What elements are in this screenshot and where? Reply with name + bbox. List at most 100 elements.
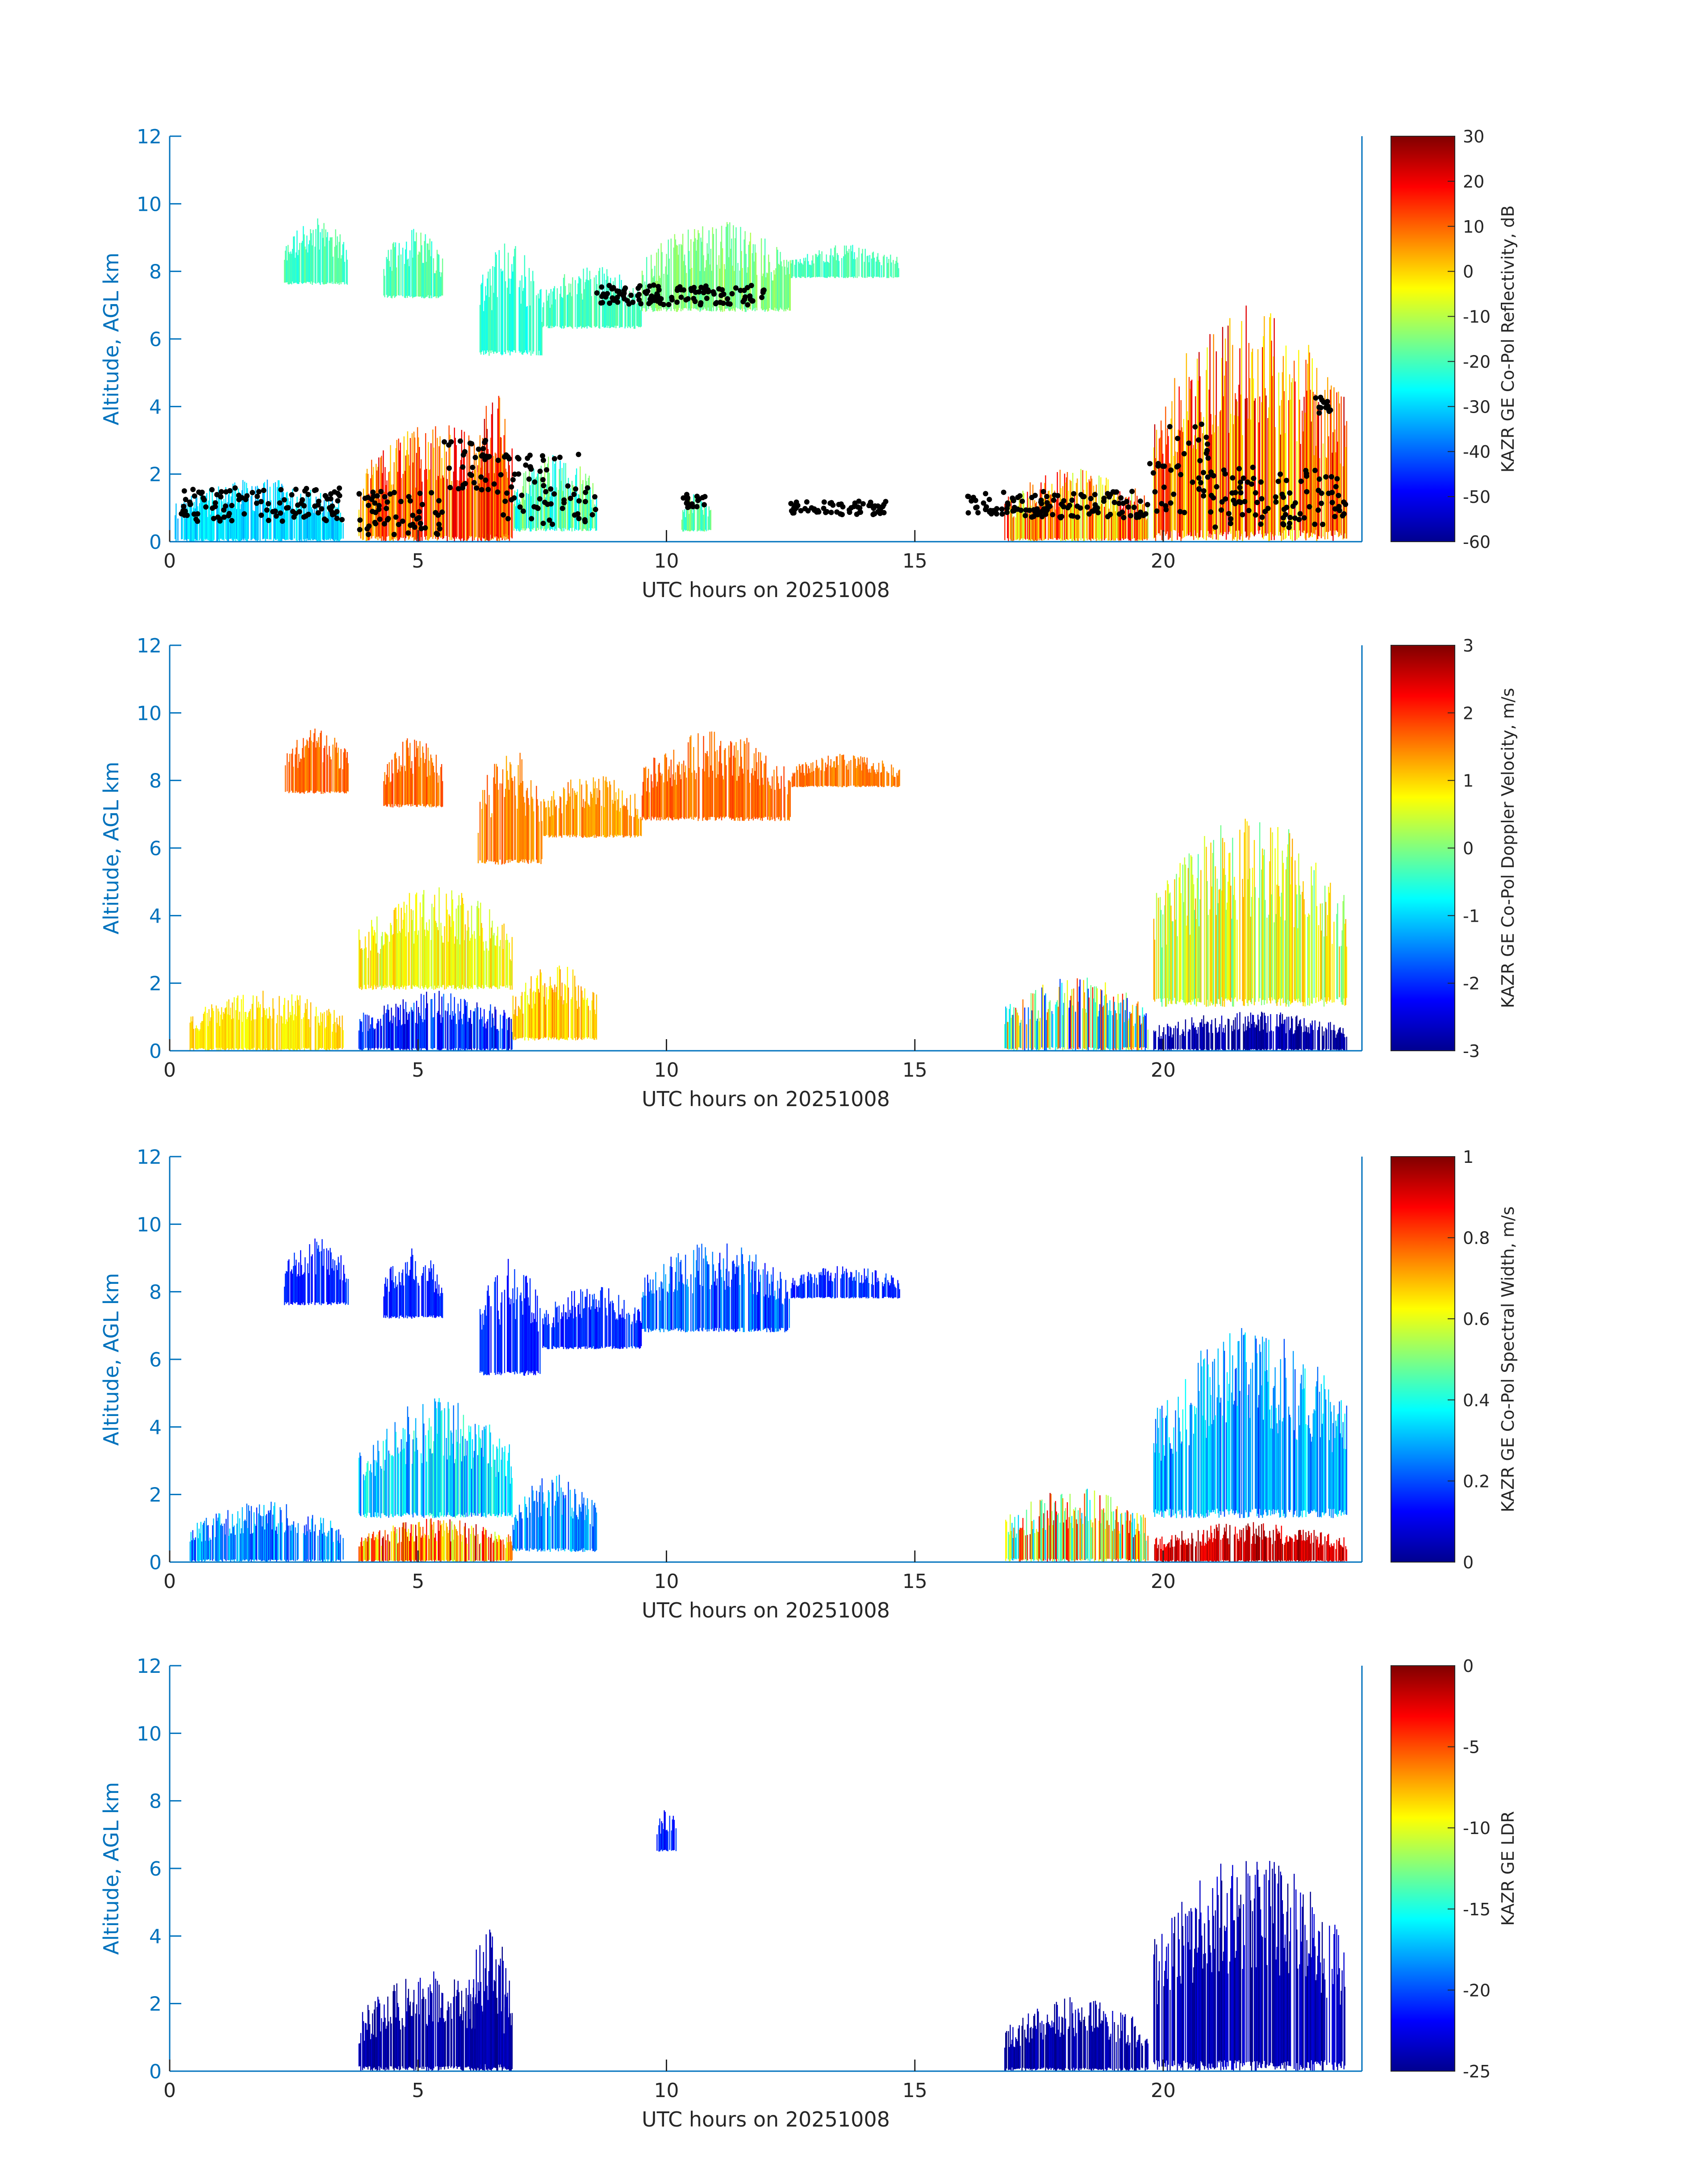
heatmap-column	[198, 1529, 200, 1562]
heatmap-column	[382, 473, 383, 537]
heatmap-column	[565, 985, 567, 1040]
heatmap-column	[445, 1010, 446, 1049]
heatmap-column	[528, 1305, 530, 1372]
heatmap-column	[346, 250, 347, 284]
heatmap-column	[1241, 1328, 1242, 1514]
heatmap-column	[1169, 892, 1171, 999]
heatmap-column	[1260, 1016, 1261, 1050]
heatmap-column	[1253, 840, 1255, 1006]
heatmap-column	[708, 506, 710, 530]
heatmap-column	[275, 1530, 276, 1560]
overlay-point	[621, 290, 627, 296]
heatmap-column	[573, 1318, 574, 1350]
heatmap-column	[460, 905, 462, 990]
heatmap-column	[864, 762, 866, 787]
heatmap-column	[418, 1522, 420, 1560]
heatmap-column	[1013, 516, 1015, 541]
heatmap-column	[269, 1510, 271, 1561]
heatmap-column	[299, 762, 301, 794]
heatmap-column	[418, 1007, 419, 1049]
heatmap-column	[360, 1542, 362, 1561]
heatmap-column	[856, 257, 858, 278]
heatmap-column	[477, 901, 479, 990]
heatmap-column	[283, 1005, 284, 1049]
heatmap-column	[218, 1011, 220, 1051]
heatmap-column	[434, 772, 435, 806]
heatmap-column	[405, 249, 406, 298]
overlay-point	[622, 296, 627, 302]
heatmap-column	[660, 243, 662, 311]
heatmap-column	[442, 475, 443, 539]
overlay-point	[999, 506, 1005, 512]
heatmap-column	[296, 1276, 298, 1302]
heatmap-column	[1196, 1408, 1197, 1514]
heatmap-column	[310, 1532, 312, 1562]
heatmap-column	[1139, 1015, 1140, 1049]
overlay-point	[965, 493, 971, 499]
heatmap-column	[471, 1468, 472, 1517]
heatmap-column	[1219, 889, 1221, 1004]
heatmap-column	[704, 771, 705, 817]
heatmap-column	[1300, 1019, 1301, 1049]
heatmap-column	[1253, 1022, 1255, 1049]
heatmap-column	[781, 1304, 783, 1328]
heatmap-column	[376, 916, 378, 986]
heatmap-column	[1327, 377, 1328, 539]
heatmap-column	[790, 1288, 792, 1299]
heatmap-column	[1175, 919, 1176, 1004]
heatmap-column	[1262, 1012, 1263, 1049]
heatmap-column	[1169, 1026, 1171, 1049]
heatmap-column	[1272, 1429, 1273, 1514]
heatmap-column	[1221, 890, 1223, 998]
heatmap-column	[411, 1536, 413, 1560]
heatmap-column	[1101, 990, 1102, 1050]
heatmap-column	[505, 1548, 506, 1561]
heatmap-column	[526, 1275, 527, 1372]
heatmap-column	[1105, 982, 1106, 1051]
heatmap-column	[434, 273, 435, 297]
heatmap-column	[314, 1524, 316, 1560]
overlay-point	[1040, 489, 1046, 494]
heatmap-column	[1010, 1514, 1011, 1561]
heatmap-column	[1157, 465, 1159, 534]
heatmap-column	[594, 1308, 596, 1349]
heatmap-column	[368, 1015, 370, 1050]
heatmap-column	[1065, 482, 1066, 541]
heatmap-column	[1250, 916, 1252, 1003]
heatmap-column	[389, 1454, 390, 1516]
heatmap-column	[841, 258, 843, 277]
heatmap-column	[402, 919, 404, 989]
heatmap-column	[698, 233, 700, 309]
heatmap-column	[400, 1004, 401, 1051]
overlay-point	[576, 451, 581, 457]
heatmap-column	[1177, 1028, 1178, 1050]
heatmap-column	[579, 1504, 580, 1551]
heatmap-column	[493, 933, 495, 986]
heatmap-column	[222, 1525, 223, 1562]
heatmap-column	[1217, 426, 1219, 540]
heatmap-column	[1262, 848, 1263, 1000]
heatmap-column	[622, 1317, 624, 1349]
heatmap-column	[311, 507, 312, 539]
heatmap-column	[1272, 832, 1273, 1001]
heatmap-column	[621, 280, 622, 327]
heatmap-column	[389, 1268, 391, 1318]
heatmap-column	[1011, 1015, 1013, 1049]
heatmap-column	[303, 226, 304, 284]
heatmap-column	[710, 510, 712, 531]
heatmap-column	[1259, 396, 1261, 531]
heatmap-column	[707, 254, 709, 308]
heatmap-column	[629, 815, 630, 836]
heatmap-column	[493, 777, 494, 862]
overlay-point	[565, 483, 571, 489]
heatmap-column	[682, 510, 684, 532]
heatmap-column	[668, 1283, 670, 1331]
heatmap-column	[547, 800, 549, 836]
heatmap-column	[687, 509, 688, 531]
heatmap-column	[1156, 893, 1157, 999]
heatmap-column	[586, 784, 588, 838]
heatmap-column	[715, 777, 717, 820]
heatmap-column	[1055, 1501, 1057, 1559]
heatmap-column	[452, 899, 453, 985]
heatmap-column	[1140, 498, 1141, 541]
